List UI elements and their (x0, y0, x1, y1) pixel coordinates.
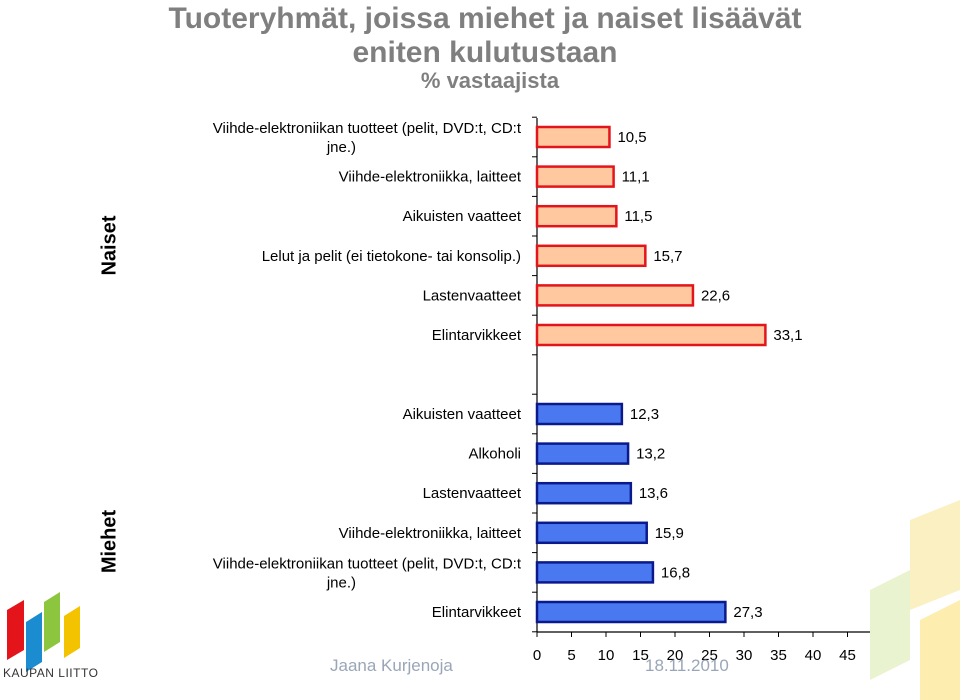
value-label: 12,3 (630, 406, 659, 423)
x-tick-label: 20 (667, 647, 684, 664)
category-label: Viihde-elektroniikka, laitteet (339, 169, 522, 186)
x-tick-label: 10 (598, 647, 615, 664)
bar-naiset-0 (535, 125, 611, 149)
logo-yellow-shape (64, 606, 80, 658)
x-tick-label: 35 (770, 647, 787, 664)
bar-miehet-3 (535, 521, 648, 545)
x-tick-label: 15 (632, 647, 649, 664)
value-label: 16,8 (661, 564, 690, 581)
category-label: Elintarvikkeet (432, 604, 522, 621)
logo-text: KAUPAN LIITTO (3, 666, 99, 680)
value-label: 22,6 (701, 287, 730, 304)
bar-miehet-2 (535, 481, 633, 505)
value-label: 33,1 (773, 327, 802, 344)
x-tick-label: 0 (533, 647, 541, 664)
category-label: Viihde-elektroniikka, laitteet (339, 525, 522, 542)
value-label: 11,1 (622, 169, 650, 186)
footer-author: Jaana Kurjenoja (330, 656, 453, 675)
value-label: 10,5 (617, 129, 646, 146)
value-label: 13,6 (639, 485, 668, 502)
bar-miehet-0 (535, 402, 624, 426)
bar-miehet-5 (535, 600, 727, 624)
logo-red-shape (7, 600, 24, 660)
logo-green-shape (44, 592, 60, 652)
chart-title: Tuoteryhmät, joissa miehet ja naiset lis… (168, 2, 802, 69)
bar-naiset-2 (535, 204, 618, 228)
category-label: Aikuisten vaatteet (403, 208, 522, 225)
x-tick-label: 30 (736, 647, 753, 664)
category-label: Aikuisten vaatteet (403, 406, 522, 423)
bar-miehet-1 (535, 442, 630, 465)
value-label: 15,7 (653, 248, 682, 265)
category-label: Lelut ja pelit (ei tietokone- tai konsol… (262, 248, 521, 265)
x-tick-label: 5 (567, 647, 575, 664)
x-tick-label: 45 (839, 647, 856, 664)
kaupan-liitto-logo (7, 592, 80, 672)
bar-miehet-4 (535, 561, 655, 584)
bar-naiset-3 (535, 244, 647, 268)
category-label: Lastenvaatteet (423, 287, 522, 304)
value-label: 11,5 (624, 208, 652, 225)
category-label: Viihde-elektroniikan tuotteet (pelit, DV… (213, 555, 522, 591)
bar-naiset-5 (535, 323, 767, 347)
corner-decoration (870, 500, 960, 700)
bar-naiset-4 (535, 284, 695, 307)
category-label: Alkoholi (468, 446, 521, 463)
category-label: Viihde-elektroniikan tuotteet (pelit, DV… (213, 120, 522, 156)
category-label: Lastenvaatteet (423, 485, 522, 502)
value-label: 15,9 (655, 525, 684, 542)
footer-date: 18.11.2010 (645, 656, 729, 675)
x-tick-label: 40 (805, 647, 822, 664)
bar-naiset-1 (535, 165, 615, 188)
x-tick-label: 25 (701, 647, 718, 664)
logo-blue-shape (26, 612, 42, 672)
value-label: 27,3 (733, 604, 762, 621)
chart-subtitle: % vastaajista (420, 68, 560, 93)
value-label: 13,2 (636, 446, 665, 463)
category-label: Elintarvikkeet (432, 327, 522, 344)
